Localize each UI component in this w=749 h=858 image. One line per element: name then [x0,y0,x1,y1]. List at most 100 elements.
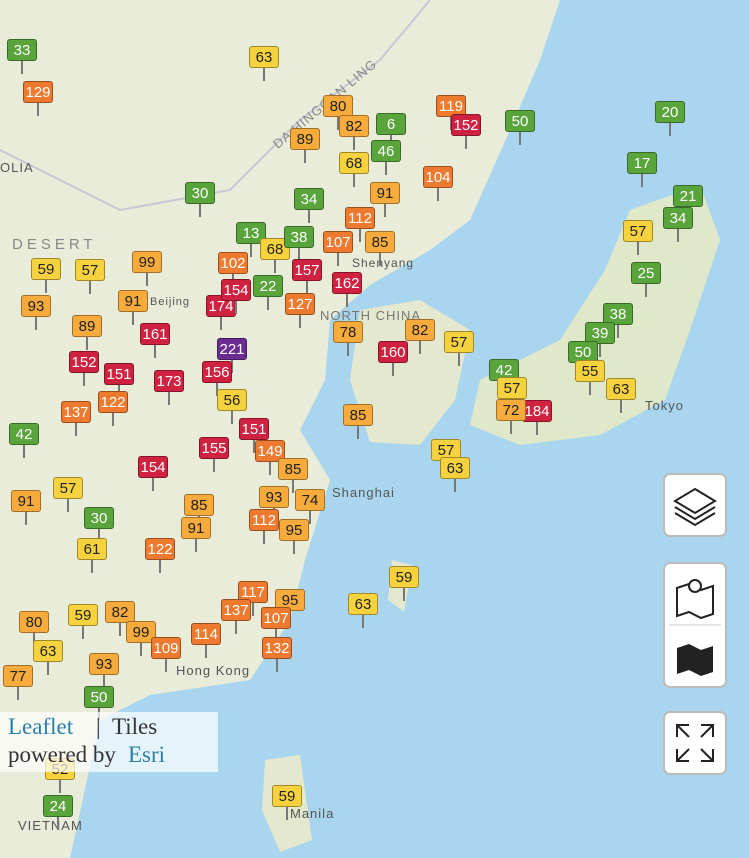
aqi-marker[interactable]: 95 [279,519,309,541]
fullscreen-button[interactable] [663,711,727,775]
aqi-marker[interactable]: 93 [21,295,51,317]
aqi-marker[interactable]: 63 [606,378,636,400]
aqi-marker[interactable]: 149 [255,440,285,462]
aqi-marker[interactable]: 154 [138,456,168,478]
aqi-marker[interactable]: 59 [272,785,302,807]
aqi-marker[interactable]: 102 [218,252,248,274]
aqi-marker[interactable]: 78 [333,321,363,343]
aqi-marker[interactable]: 155 [199,437,229,459]
aqi-marker[interactable]: 57 [53,477,83,499]
aqi-marker[interactable]: 22 [253,275,283,297]
aqi-marker[interactable]: 85 [343,404,373,426]
aqi-marker[interactable]: 91 [118,290,148,312]
aqi-marker[interactable]: 63 [249,46,279,68]
aqi-marker[interactable]: 59 [31,258,61,280]
aqi-marker[interactable]: 21 [673,185,703,207]
aqi-marker[interactable]: 151 [239,418,269,440]
aqi-marker[interactable]: 89 [72,315,102,337]
aqi-marker[interactable]: 162 [332,272,362,294]
aqi-marker[interactable]: 42 [9,423,39,445]
aqi-marker[interactable]: 30 [185,182,215,204]
aqi-marker[interactable]: 107 [323,231,353,253]
aqi-marker[interactable]: 91 [181,517,211,539]
aqi-marker[interactable]: 38 [603,303,633,325]
aqi-marker[interactable]: 13 [236,222,266,244]
aqi-marker[interactable]: 74 [295,489,325,511]
aqi-marker[interactable]: 63 [33,640,63,662]
aqi-marker[interactable]: 91 [11,490,41,512]
aqi-marker[interactable]: 112 [345,207,375,229]
aqi-marker[interactable]: 61 [77,538,107,560]
aqi-marker[interactable]: 129 [23,81,53,103]
esri-link[interactable]: Esri [128,742,166,767]
map-buttons[interactable] [663,562,727,688]
aqi-marker[interactable]: 160 [378,341,408,363]
aqi-marker[interactable]: 117 [238,581,268,603]
aqi-marker[interactable]: 154 [221,279,251,301]
aqi-marker[interactable]: 122 [145,538,175,560]
aqi-marker[interactable]: 82 [339,115,369,137]
aqi-marker[interactable]: 57 [75,259,105,281]
aqi-marker[interactable]: 156 [202,361,232,383]
leaflet-link[interactable]: Leaflet [8,714,74,739]
aqi-marker[interactable]: 112 [249,509,279,531]
aqi-marker[interactable]: 152 [451,114,481,136]
aqi-marker[interactable]: 93 [89,653,119,675]
aqi-marker[interactable]: 99 [126,621,156,643]
aqi-marker[interactable]: 82 [105,601,135,623]
aqi-marker[interactable]: 82 [405,319,435,341]
aqi-marker[interactable]: 57 [444,331,474,353]
aqi-marker[interactable]: 68 [260,238,290,260]
aqi-marker[interactable]: 85 [365,231,395,253]
aqi-marker[interactable]: 57 [431,439,461,461]
aqi-marker[interactable]: 46 [371,140,401,162]
aqi-marker[interactable]: 127 [285,293,315,315]
layers-button[interactable] [663,473,727,537]
aqi-marker[interactable]: 91 [370,182,400,204]
aqi-marker[interactable]: 34 [663,207,693,229]
aqi-marker[interactable]: 184 [522,400,552,422]
aqi-marker[interactable]: 50 [84,686,114,708]
aqi-marker[interactable]: 77 [3,665,33,687]
aqi-marker[interactable]: 114 [191,623,221,645]
aqi-marker[interactable]: 33 [7,39,37,61]
aqi-marker[interactable]: 6 [376,113,406,135]
aqi-marker[interactable]: 55 [575,360,605,382]
aqi-marker[interactable]: 20 [655,101,685,123]
aqi-marker[interactable]: 93 [259,486,289,508]
aqi-marker[interactable]: 132 [262,637,292,659]
aqi-marker[interactable]: 119 [436,95,466,117]
aqi-marker[interactable]: 63 [348,593,378,615]
aqi-marker[interactable]: 72 [496,399,526,421]
aqi-marker[interactable]: 85 [278,458,308,480]
aqi-marker[interactable]: 137 [61,401,91,423]
aqi-marker[interactable]: 17 [627,152,657,174]
aqi-marker[interactable]: 221 [217,338,247,360]
aqi-marker[interactable]: 137 [221,599,251,621]
aqi-marker[interactable]: 59 [68,604,98,626]
aqi-marker[interactable]: 104 [423,166,453,188]
aqi-marker[interactable]: 89 [290,128,320,150]
aqi-marker[interactable]: 57 [497,377,527,399]
aqi-marker[interactable]: 68 [339,152,369,174]
aqi-marker[interactable]: 57 [623,220,653,242]
aqi-marker[interactable]: 173 [154,370,184,392]
aqi-marker[interactable]: 59 [389,566,419,588]
aqi-marker[interactable]: 25 [631,262,661,284]
aqi-marker[interactable]: 85 [184,494,214,516]
aqi-marker[interactable]: 80 [19,611,49,633]
aqi-marker[interactable]: 50 [505,110,535,132]
aqi-marker[interactable]: 151 [104,363,134,385]
aqi-marker[interactable]: 107 [261,607,291,629]
aqi-marker[interactable]: 99 [132,251,162,273]
aqi-marker[interactable]: 63 [440,457,470,479]
aqi-marker[interactable]: 109 [151,637,181,659]
aqi-marker[interactable]: 30 [84,507,114,529]
aqi-marker[interactable]: 56 [217,389,247,411]
aqi-marker[interactable]: 152 [69,351,99,373]
aqi-marker[interactable]: 39 [585,322,615,344]
aqi-marker[interactable]: 161 [140,323,170,345]
aqi-marker[interactable]: 34 [294,188,324,210]
aqi-marker[interactable]: 157 [292,259,322,281]
aqi-marker[interactable]: 24 [43,795,73,817]
